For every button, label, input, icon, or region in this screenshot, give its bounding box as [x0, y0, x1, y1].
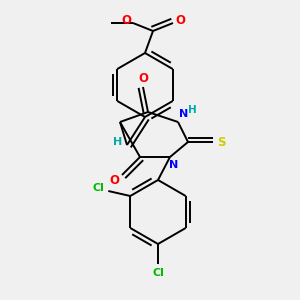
Text: Cl: Cl [92, 183, 104, 193]
Text: Cl: Cl [152, 268, 164, 278]
Text: O: O [121, 14, 131, 26]
Text: H: H [113, 137, 123, 147]
Text: N: N [179, 109, 189, 119]
Text: H: H [188, 105, 196, 115]
Text: O: O [109, 173, 119, 187]
Text: N: N [169, 160, 178, 170]
Text: O: O [138, 71, 148, 85]
Text: S: S [217, 136, 225, 148]
Text: O: O [175, 14, 185, 28]
